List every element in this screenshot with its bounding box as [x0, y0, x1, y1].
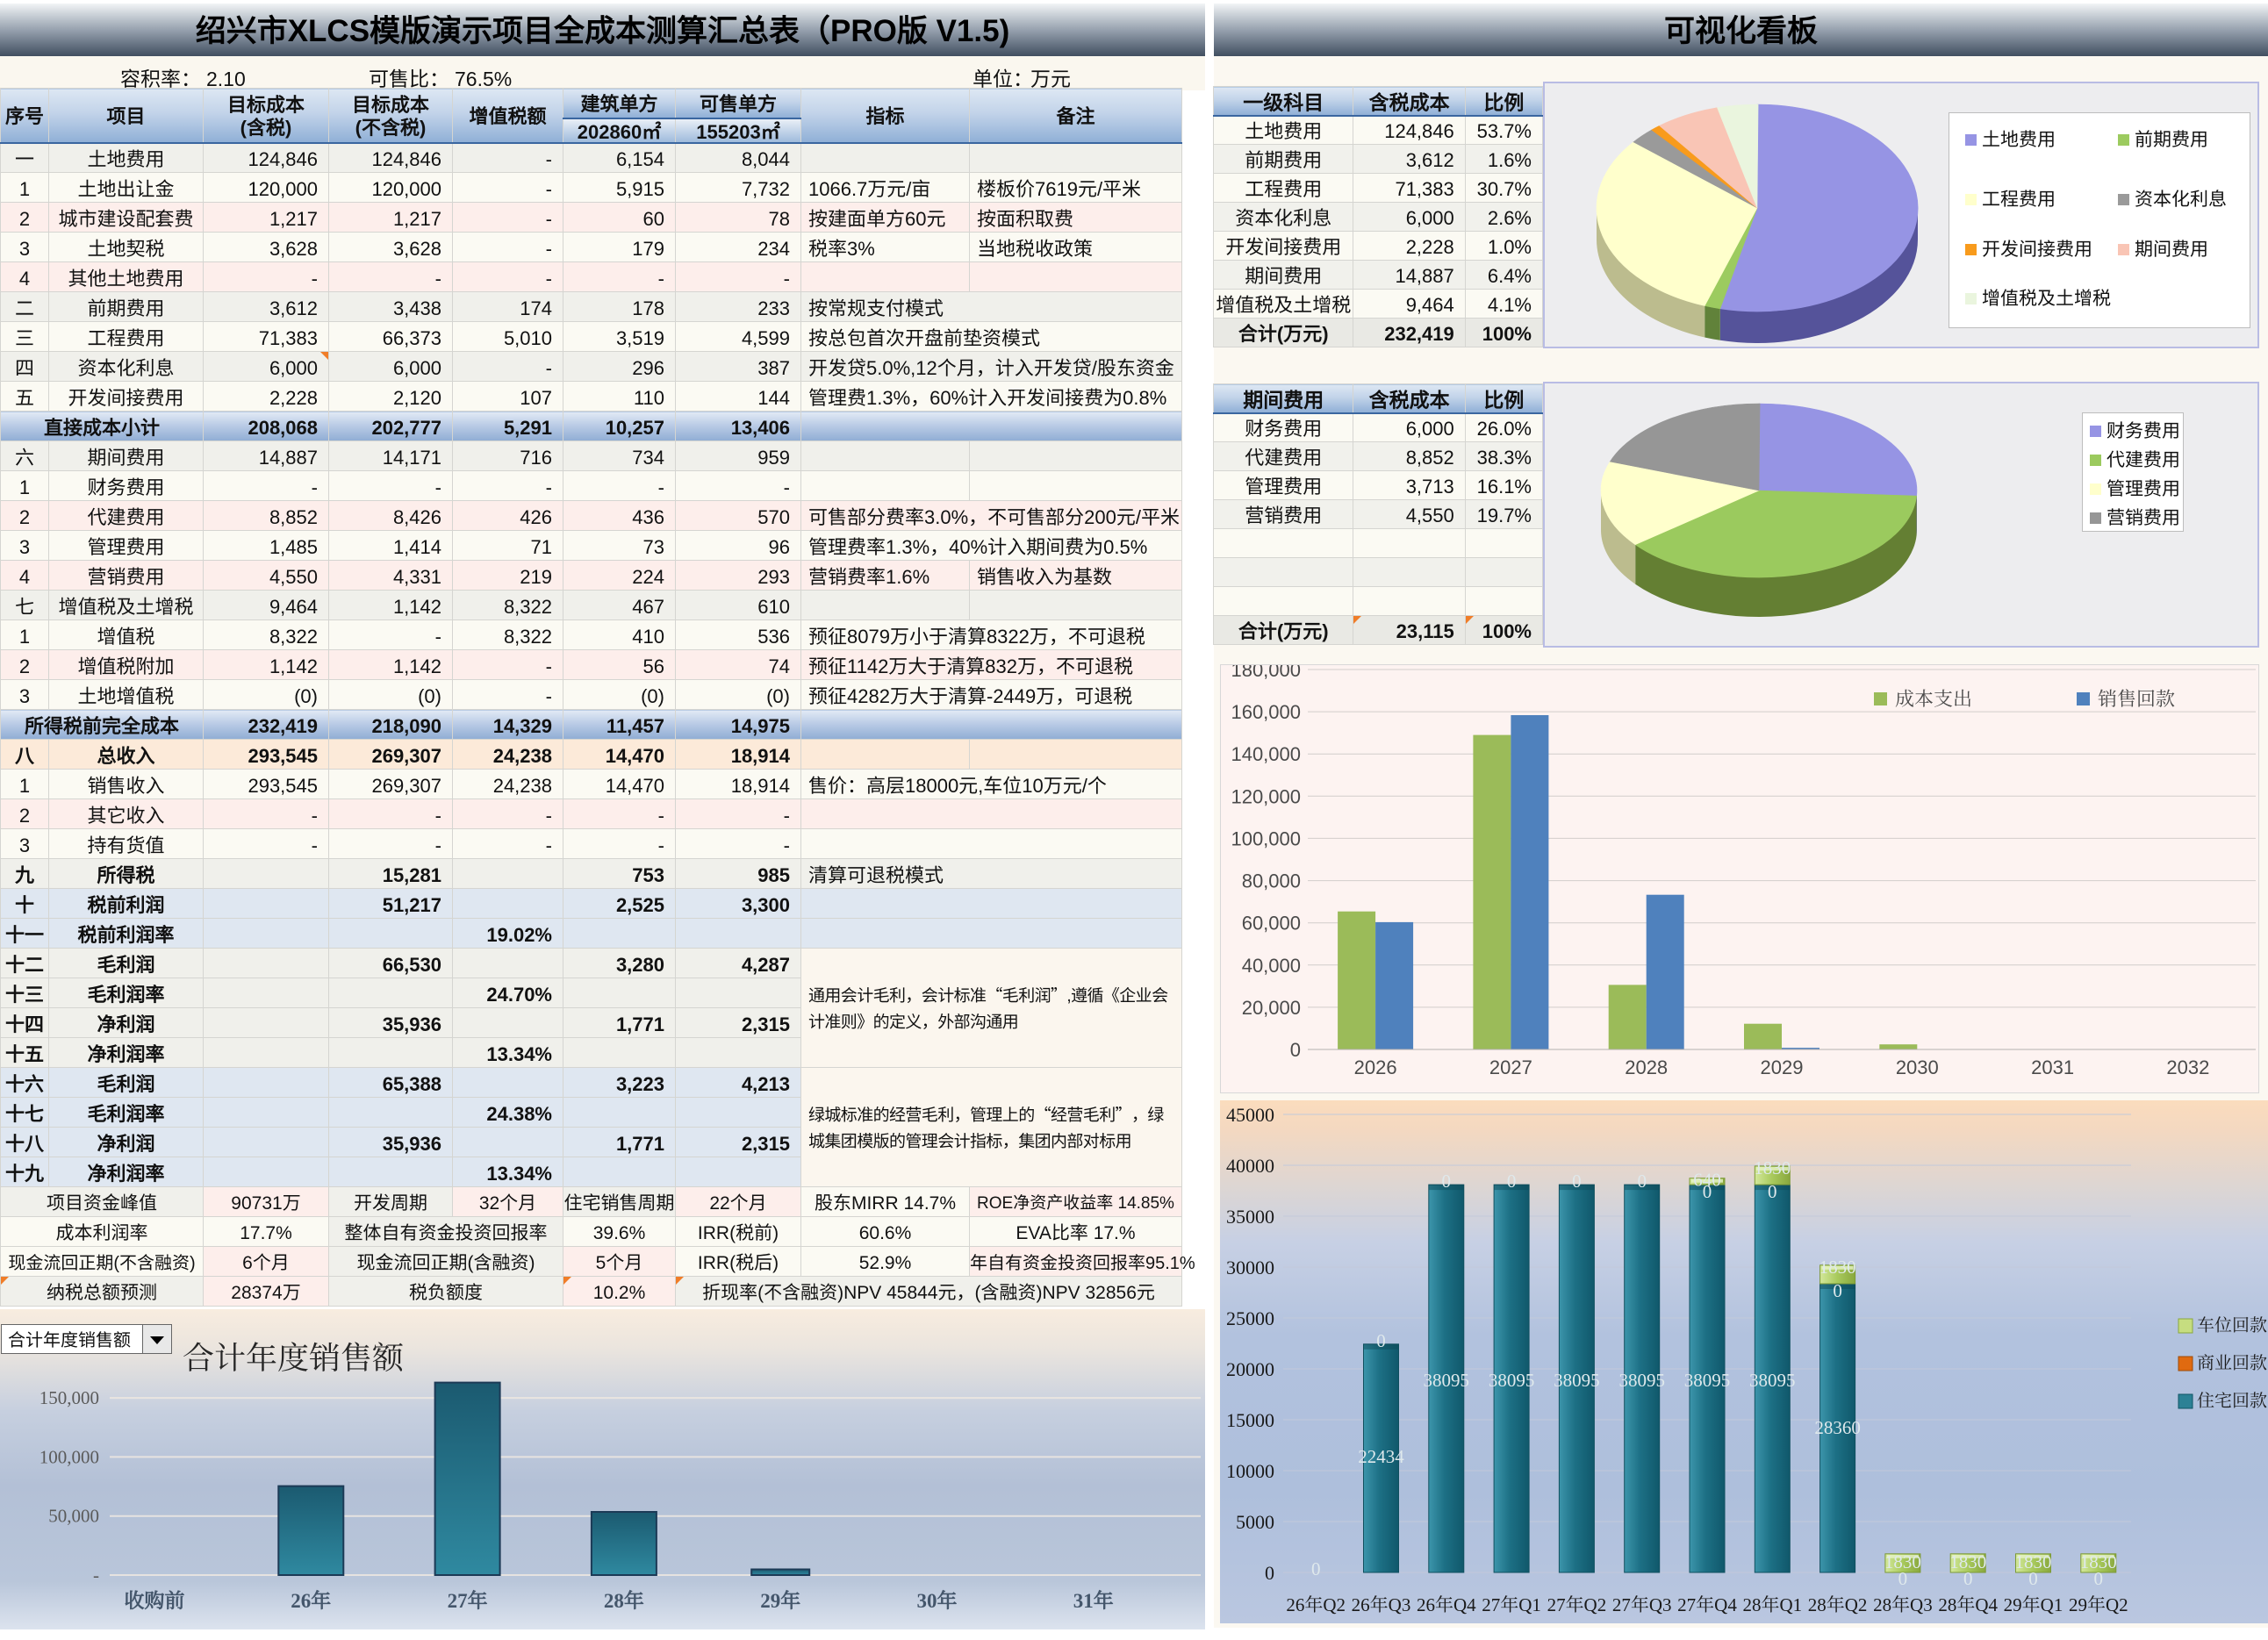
svg-text:30年: 30年 [917, 1585, 958, 1614]
svg-text:38095: 38095 [1424, 1366, 1470, 1393]
svg-text:38095: 38095 [1618, 1366, 1665, 1393]
svg-text:45000: 45000 [1226, 1100, 1274, 1128]
svg-text:销售回款: 销售回款 [2098, 684, 2175, 712]
svg-text:2028: 2028 [1625, 1056, 1668, 1078]
svg-text:28年Q1: 28年Q1 [1742, 1591, 1802, 1617]
svg-text:0: 0 [1265, 1558, 1274, 1586]
svg-text:0: 0 [2094, 1565, 2104, 1591]
svg-text:29年Q1: 29年Q1 [2004, 1591, 2063, 1617]
svg-text:1830: 1830 [1884, 1548, 1921, 1574]
svg-text:35000: 35000 [1226, 1202, 1274, 1229]
svg-text:100,000: 100,000 [39, 1443, 99, 1469]
svg-text:2027: 2027 [1489, 1056, 1532, 1078]
svg-text:50,000: 50,000 [48, 1502, 99, 1529]
svg-text:120,000: 120,000 [1231, 785, 1301, 807]
svg-text:10000: 10000 [1226, 1457, 1274, 1484]
svg-text:26年Q3: 26年Q3 [1352, 1591, 1411, 1617]
svg-text:26年Q4: 26年Q4 [1417, 1591, 1476, 1617]
svg-text:车位回款: 车位回款 [2197, 1311, 2267, 1336]
svg-text:-: - [93, 1561, 99, 1587]
svg-text:31年: 31年 [1073, 1585, 1114, 1614]
svg-text:1830: 1830 [1819, 1253, 1856, 1279]
svg-text:140,000: 140,000 [1231, 743, 1301, 765]
svg-text:2032: 2032 [2166, 1056, 2209, 1078]
svg-text:25000: 25000 [1226, 1304, 1274, 1331]
svg-text:100,000: 100,000 [1231, 827, 1301, 849]
svg-text:28年: 28年 [604, 1585, 644, 1614]
svg-text:29年Q2: 29年Q2 [2069, 1591, 2128, 1617]
svg-text:0: 0 [1768, 1178, 1777, 1204]
svg-text:28年Q2: 28年Q2 [1808, 1591, 1868, 1617]
svg-text:27年: 27年 [448, 1585, 488, 1614]
svg-text:27年Q4: 27年Q4 [1677, 1591, 1737, 1617]
svg-text:150,000: 150,000 [39, 1384, 99, 1410]
svg-text:0: 0 [1507, 1167, 1517, 1193]
svg-text:2030: 2030 [1896, 1056, 1939, 1078]
svg-text:1830: 1830 [1754, 1154, 1791, 1180]
svg-text:28360: 28360 [1814, 1414, 1861, 1440]
svg-text:27年Q2: 27年Q2 [1547, 1591, 1607, 1617]
svg-text:1830: 1830 [2080, 1548, 2117, 1574]
svg-text:5000: 5000 [1236, 1508, 1274, 1535]
svg-text:27年Q1: 27年Q1 [1482, 1591, 1541, 1617]
svg-text:180,000: 180,000 [1231, 665, 1301, 681]
svg-text:26年Q2: 26年Q2 [1286, 1591, 1346, 1617]
svg-text:60,000: 60,000 [1242, 913, 1301, 935]
svg-text:40000: 40000 [1226, 1151, 1274, 1178]
svg-text:22434: 22434 [1358, 1443, 1404, 1469]
svg-text:0: 0 [1637, 1167, 1647, 1193]
svg-text:成本支出: 成本支出 [1895, 684, 1972, 712]
svg-text:28年Q4: 28年Q4 [1938, 1591, 1998, 1617]
svg-text:0: 0 [1963, 1565, 1973, 1591]
svg-text:0: 0 [1311, 1555, 1321, 1581]
svg-text:0: 0 [1442, 1167, 1452, 1193]
svg-text:27年Q3: 27年Q3 [1612, 1591, 1672, 1617]
svg-text:商业回款: 商业回款 [2197, 1349, 2267, 1374]
svg-text:38095: 38095 [1554, 1366, 1600, 1393]
svg-text:38095: 38095 [1684, 1366, 1731, 1393]
svg-text:收购前: 收购前 [125, 1585, 185, 1614]
svg-text:2029: 2029 [1761, 1056, 1804, 1078]
svg-text:2031: 2031 [2031, 1056, 2074, 1078]
svg-text:160,000: 160,000 [1231, 701, 1301, 723]
svg-text:2026: 2026 [1354, 1056, 1397, 1078]
svg-text:0: 0 [1572, 1167, 1582, 1193]
svg-text:640: 640 [1693, 1166, 1721, 1192]
svg-text:38095: 38095 [1489, 1366, 1535, 1393]
svg-text:28年Q3: 28年Q3 [1873, 1591, 1933, 1617]
svg-text:20000: 20000 [1226, 1355, 1274, 1382]
svg-text:30000: 30000 [1226, 1253, 1274, 1280]
svg-text:26年: 26年 [291, 1585, 331, 1614]
svg-text:20,000: 20,000 [1242, 997, 1301, 1019]
svg-text:0: 0 [2028, 1565, 2038, 1591]
svg-text:1830: 1830 [1949, 1548, 1986, 1574]
svg-text:0: 0 [1290, 1039, 1301, 1061]
svg-text:29年: 29年 [760, 1585, 800, 1614]
svg-text:住宅回款: 住宅回款 [2197, 1386, 2267, 1412]
svg-text:0: 0 [1703, 1178, 1712, 1204]
svg-text:0: 0 [1898, 1565, 1908, 1591]
svg-text:80,000: 80,000 [1242, 870, 1301, 892]
svg-text:0: 0 [1376, 1327, 1386, 1353]
svg-text:1830: 1830 [2015, 1548, 2052, 1574]
svg-text:38095: 38095 [1749, 1366, 1796, 1393]
svg-text:40,000: 40,000 [1242, 955, 1301, 977]
svg-text:0: 0 [1833, 1277, 1842, 1303]
svg-text:15000: 15000 [1226, 1406, 1274, 1433]
